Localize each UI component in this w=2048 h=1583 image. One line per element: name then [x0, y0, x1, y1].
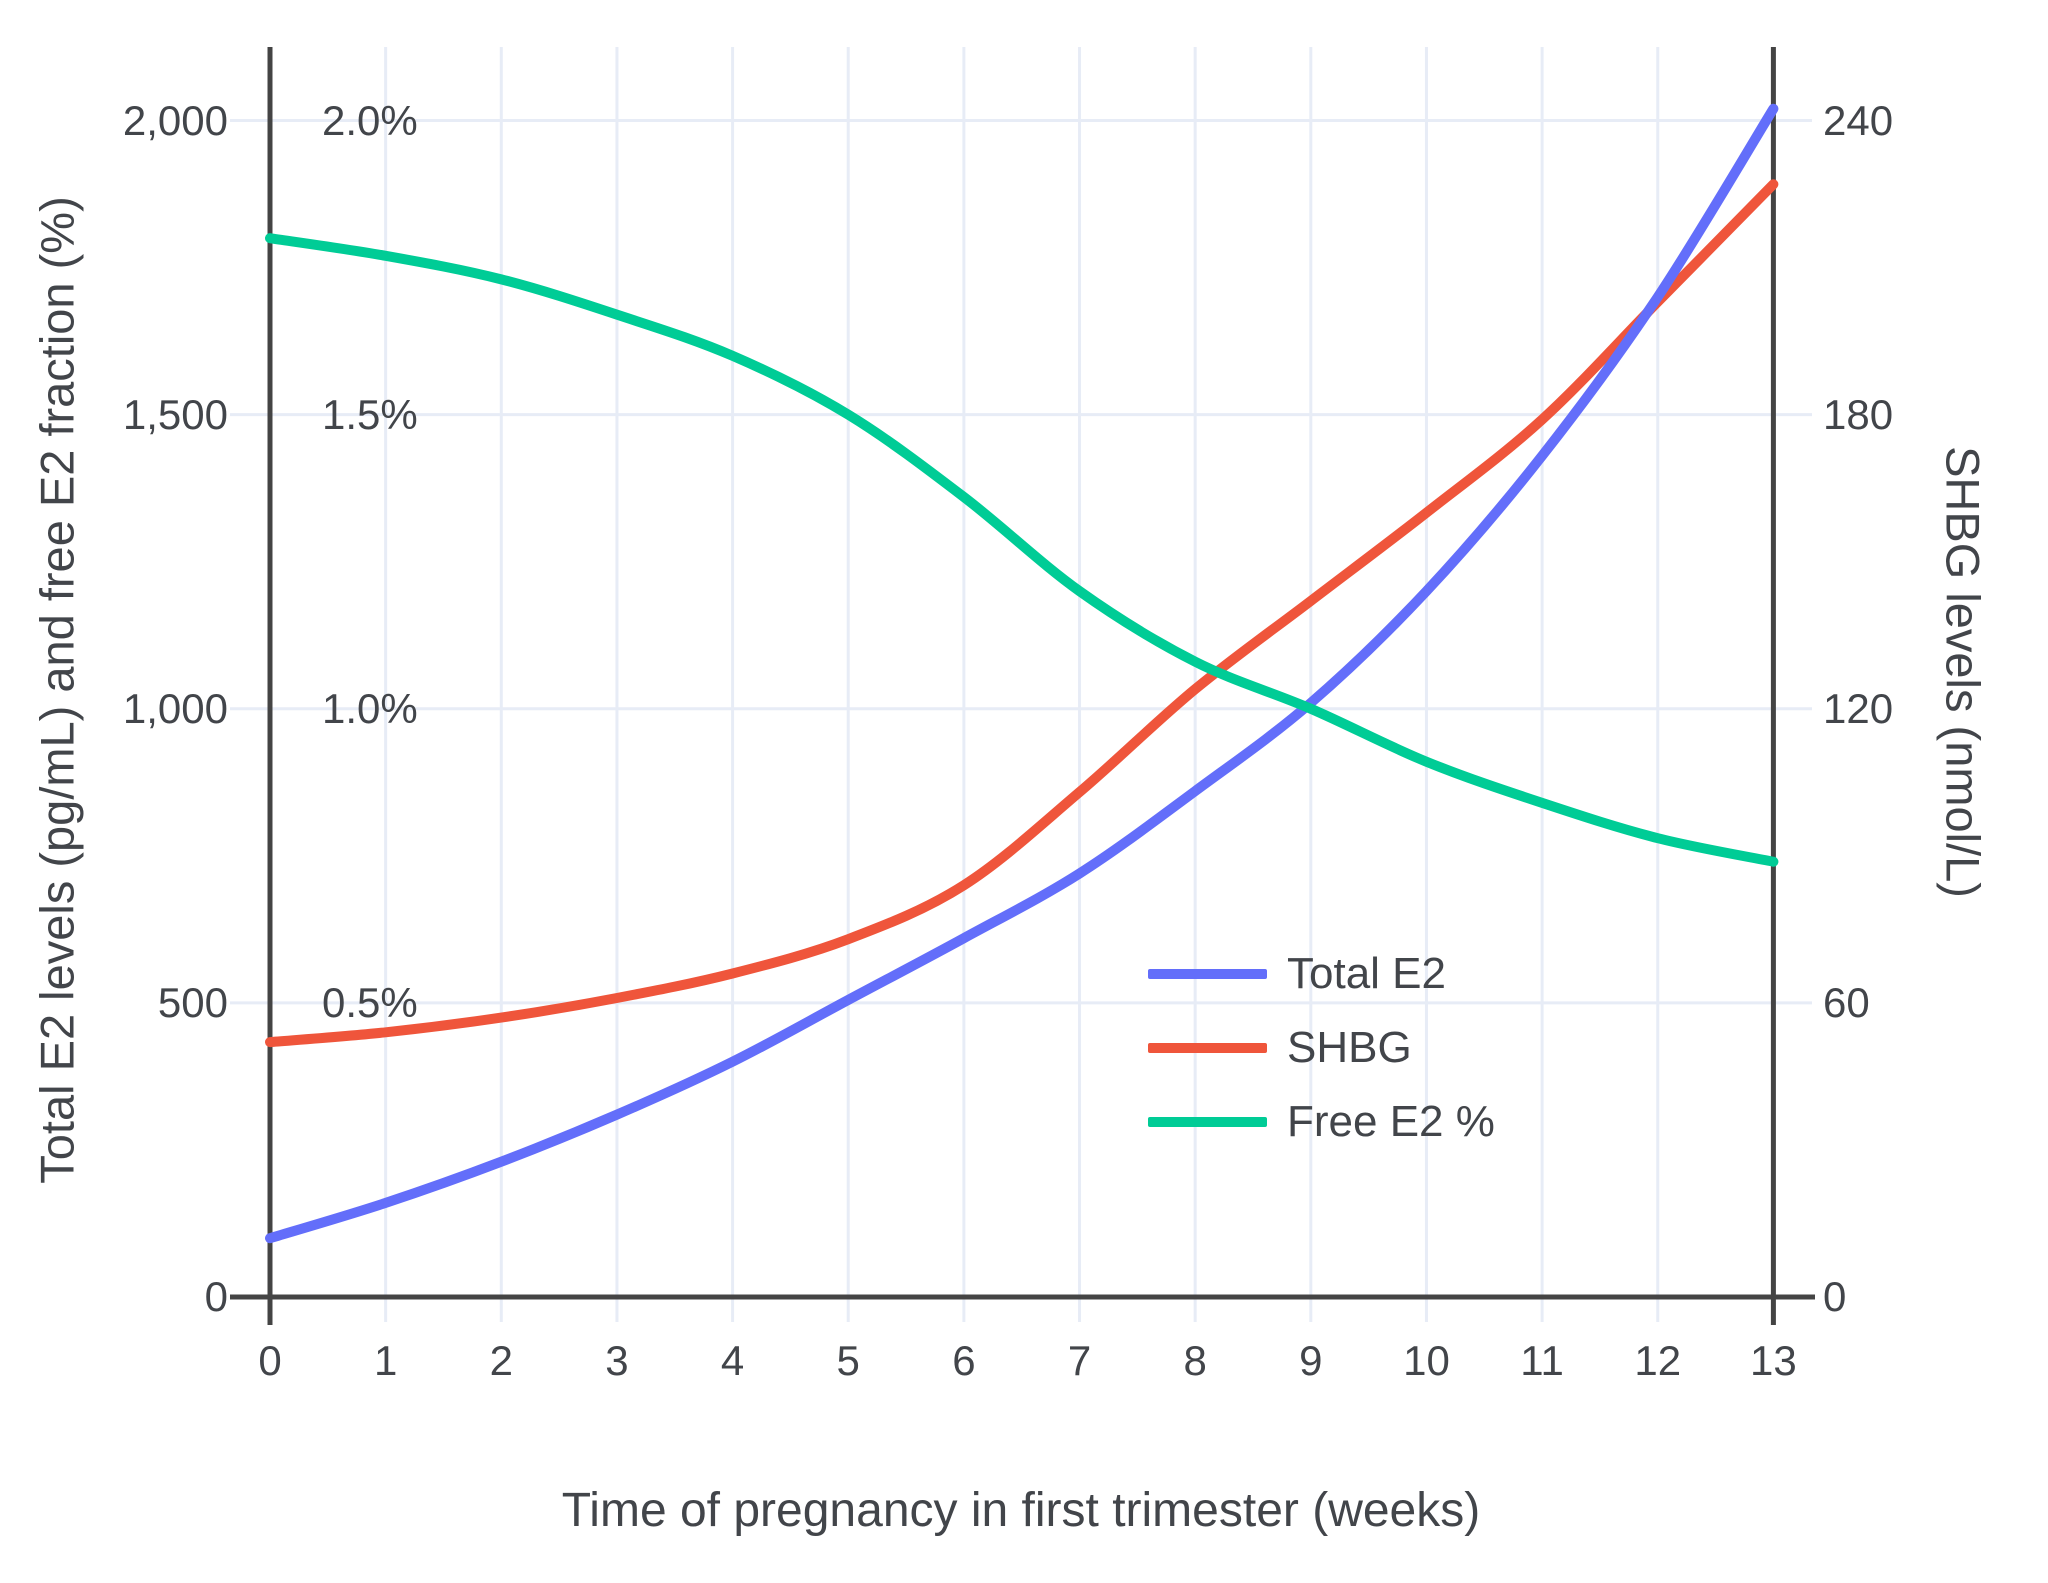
- y-tick-label-right: 240: [1823, 96, 1894, 144]
- legend-item-free-e2[interactable]: Free E2 %: [1148, 1085, 1495, 1159]
- x-tick-label: 13: [1750, 1337, 1797, 1384]
- pct-tick-label: 2.0%: [322, 96, 418, 144]
- y-tick-label-left: 1,000: [122, 684, 228, 732]
- legend: Total E2 SHBG Free E2 %: [1148, 937, 1495, 1159]
- x-tick-label: 1: [373, 1337, 398, 1384]
- legend-swatch-free-e2: [1148, 1117, 1267, 1127]
- y-tick-label-right: 120: [1823, 684, 1894, 732]
- x-tick-label: 4: [720, 1337, 745, 1384]
- y-tick-label-left: 2,000: [122, 96, 228, 144]
- y-tick-label-right: 180: [1823, 390, 1894, 438]
- x-tick-label: 3: [605, 1337, 629, 1384]
- series-line-free-e2-: [265, 233, 1779, 867]
- legend-label-shbg: SHBG: [1287, 1023, 1412, 1072]
- pct-tick-label: 1.0%: [322, 684, 418, 732]
- legend-label-total-e2: Total E2: [1287, 949, 1446, 998]
- y-tick-label-right: 0: [1823, 1273, 1847, 1320]
- y-tick-label-left: 0: [204, 1273, 228, 1320]
- legend-swatch-shbg: [1148, 1043, 1267, 1053]
- x-tick-label: 9: [1299, 1337, 1323, 1384]
- x-tick-label: 2: [489, 1337, 513, 1384]
- legend-label-free-e2: Free E2 %: [1287, 1097, 1495, 1146]
- series-line-shbg: [265, 179, 1779, 1048]
- y-axis-title-right: SHBG levels (nmol/L): [1936, 446, 1990, 898]
- legend-item-shbg[interactable]: SHBG: [1148, 1011, 1495, 1085]
- legend-swatch-total-e2: [1148, 969, 1267, 979]
- x-tick-label: 12: [1634, 1337, 1682, 1384]
- x-tick-label: 7: [1067, 1337, 1092, 1384]
- x-tick-label: 5: [836, 1337, 860, 1384]
- x-tick-label: 0: [258, 1337, 282, 1384]
- series-line-total-e2: [265, 103, 1779, 1244]
- y-tick-label-left: 500: [157, 978, 228, 1026]
- x-tick-label: 11: [1520, 1337, 1564, 1384]
- pct-tick-label: 0.5%: [322, 978, 418, 1026]
- legend-item-total-e2[interactable]: Total E2: [1148, 937, 1495, 1011]
- y-axis-title-left: Total E2 levels (pg/mL) and free E2 frac…: [30, 196, 84, 1184]
- x-tick-label: 6: [952, 1337, 976, 1384]
- x-axis-title: Time of pregnancy in first trimester (we…: [561, 1484, 1481, 1537]
- x-tick-label: 8: [1183, 1337, 1207, 1384]
- x-tick-label: 10: [1403, 1337, 1450, 1384]
- pct-tick-label: 1.5%: [322, 390, 418, 438]
- y-tick-label-right: 60: [1823, 978, 1870, 1026]
- y-tick-label-left: 1,500: [122, 390, 228, 438]
